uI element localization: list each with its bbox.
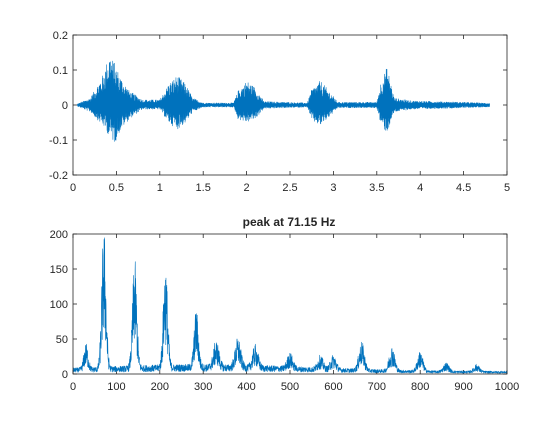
waveform-x-tick-label: 3.5 [369,182,384,194]
spectrum-x-tick-label: 600 [324,381,342,393]
spectrum-x-tick-label: 900 [454,381,472,393]
waveform-x-tick-label: 0 [70,182,76,194]
spectrum-x-tick-label: 800 [411,381,429,393]
waveform-y-tick-label: 0.1 [53,65,68,77]
waveform-axes-box [72,34,508,176]
spectrum-x-tick-label: 0 [70,381,76,393]
spectrum-plot-area [73,234,507,374]
spectrum-x-tick-label: 300 [194,381,212,393]
spectrum-x-tick-label: 500 [281,381,299,393]
spectrum-x-tick-label: 400 [237,381,255,393]
waveform-x-tick-label: 2 [244,182,250,194]
spectrum-axes: 0 100 200 300 400 500 600 700 800 900 1000 0 50 100 15… [50,215,520,393]
waveform-y-tick-label: -0.2 [49,170,68,182]
spectrum-x-tick-label: 1000 [495,381,519,393]
waveform-axes: 0 0.5 1 1.5 2 2.5 3 3.5 4 4.5 5 -0.2 -0.1 0 0.1 0.2 [49,30,510,194]
spectrum-title: peak at 71.15 Hz [243,215,336,229]
waveform-x-tick-label: 2.5 [282,182,297,194]
spectrum-y-tick-label: 50 [56,334,68,346]
waveform-series-line [77,60,490,142]
waveform-x-tick-label: 1 [157,182,163,194]
spectrum-axes-box [72,233,508,375]
spectrum-y-tick-label: 0 [62,369,68,381]
waveform-x-tick-label: 5 [504,182,510,194]
spectrum-y-tick-label: 100 [50,299,68,311]
spectrum-x-tick-label: 700 [368,381,386,393]
waveform-x-tick-label: 0.5 [109,182,124,194]
spectrum-x-tick-label: 100 [107,381,125,393]
spectrum-y-tick-label: 200 [50,229,68,241]
waveform-x-tick-label: 1.5 [196,182,211,194]
waveform-y-tick-label: -0.1 [49,135,68,147]
waveform-y-tick-label: 0.2 [53,30,68,42]
spectrum-y-tick-label: 150 [50,264,68,276]
waveform-x-tick-label: 4 [417,182,423,194]
waveform-x-tick-label: 4.5 [456,182,471,194]
spectrum-series-line [72,237,508,374]
spectrum-x-tick-label: 200 [151,381,169,393]
waveform-y-tick-label: 0 [62,100,68,112]
waveform-x-tick-label: 3 [330,182,336,194]
